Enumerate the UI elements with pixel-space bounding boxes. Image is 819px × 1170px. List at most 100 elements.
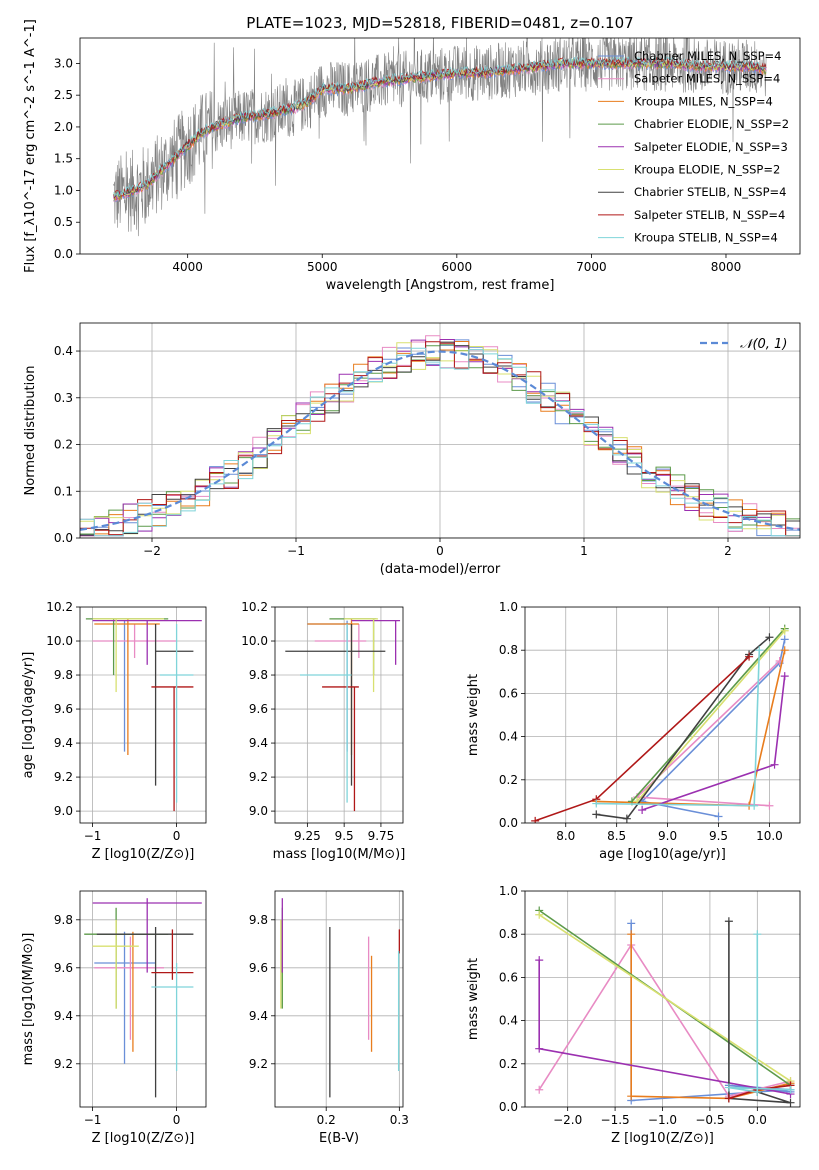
- errorbar-point: [344, 618, 378, 693]
- y-tick-label: 0.6: [499, 686, 518, 700]
- x-tick-label: 0: [173, 829, 181, 843]
- x-tick-label: −0.5: [695, 1113, 724, 1127]
- errorbar-point: [151, 963, 194, 1071]
- weight-marker: [755, 646, 764, 655]
- x-axis-label: mass [log10(M/M⊙)]: [273, 847, 406, 862]
- y-tick-label: 0.8: [499, 643, 518, 657]
- y-axis-label: Normed distribution: [23, 366, 38, 496]
- y-tick-label: 2.0: [54, 120, 73, 134]
- errorbar-point: [94, 618, 160, 755]
- x-tick-label: 4000: [172, 260, 203, 274]
- weight-marker: [780, 626, 789, 635]
- y-tick-label: 0.0: [54, 247, 73, 261]
- x-tick-label: −1: [84, 1113, 102, 1127]
- errorbar-point: [285, 624, 386, 786]
- weight-series: [728, 934, 791, 1093]
- residuals-panel: −2 −1 0 1 2 0.0 0.1 0.2 0.3 0.4 (data-model)/error…: [23, 322, 801, 577]
- weight-marker: [535, 1044, 544, 1053]
- errorbar-point: [92, 619, 202, 665]
- x-tick-label: 8000: [711, 260, 742, 274]
- y-tick-label: 0.5: [54, 215, 73, 229]
- y-tick-label: 3.0: [54, 56, 73, 70]
- y-tick-label: 9.8: [54, 913, 73, 927]
- x-axis-label: Z [log10(Z/Z⊙)]: [611, 1131, 714, 1146]
- x-tick-label: 8.0: [556, 829, 575, 843]
- x-axis-label: Z [log10(Z/Z⊙)]: [92, 847, 195, 862]
- legend-entry: Kroupa MILES, N_SSP=4: [634, 94, 773, 108]
- legend-entry: 𝒩(0, 1): [740, 337, 787, 352]
- residual-histogram: [80, 341, 800, 537]
- weight-marker: [592, 810, 601, 819]
- y-tick-label: 0.0: [499, 1100, 518, 1114]
- age_vs_Z-plot-area: [80, 607, 206, 823]
- weight_vs_Z-frame: [524, 890, 801, 1108]
- x-axis-label: wavelength [Angstrom, rest frame]: [326, 278, 555, 293]
- errorbar-point: [314, 624, 367, 659]
- errorbar-point: [300, 624, 352, 803]
- weight-marker: [724, 1083, 733, 1092]
- y-tick-label: 10.0: [241, 634, 268, 648]
- y-tick-label: 9.2: [249, 770, 268, 784]
- x-tick-label: 7000: [576, 260, 607, 274]
- weight-marker: [724, 1094, 733, 1103]
- y-tick-label: 9.0: [54, 804, 73, 818]
- weight-series: [630, 934, 791, 1100]
- weight-marker: [780, 672, 789, 681]
- x-tick-label: 9.0: [658, 829, 677, 843]
- residuals-plot-area: [80, 323, 800, 538]
- legend-entry: Salpeter ELODIE, N_SSP=3: [634, 140, 788, 154]
- residuals-frame: [79, 322, 801, 539]
- mass_vs_Z-frame: [79, 890, 207, 1108]
- y-tick-label: 9.4: [54, 1009, 73, 1023]
- weight-marker: [627, 930, 636, 939]
- y-tick-label: 9.2: [54, 770, 73, 784]
- weight-marker: [750, 801, 759, 810]
- y-tick-label: 0.4: [499, 730, 518, 744]
- x-tick-label: 9.25: [294, 829, 321, 843]
- x-tick-label: 0: [173, 1113, 181, 1127]
- x-tick-label: −2.0: [553, 1113, 582, 1127]
- weight_vs_age-plot-area: [525, 607, 800, 823]
- weight-marker: [535, 910, 544, 919]
- x-tick-label: 9.75: [368, 829, 395, 843]
- weight-marker: [780, 635, 789, 644]
- y-tick-label: 0.2: [499, 773, 518, 787]
- y-tick-label: 9.0: [249, 804, 268, 818]
- errorbar-point: [151, 929, 194, 980]
- weight-marker: [535, 1085, 544, 1094]
- errorbar-point: [94, 931, 156, 1064]
- y-tick-label: 10.2: [241, 600, 268, 614]
- weight-marker: [745, 652, 754, 661]
- observed-spectrum: [113, 38, 767, 237]
- y-tick-label: 1.0: [499, 884, 518, 898]
- weight-series: [596, 636, 770, 820]
- errorbar-point: [307, 620, 352, 752]
- age_vs_mass-frame: [274, 606, 404, 824]
- y-tick-label: 0.6: [499, 970, 518, 984]
- errorbar-point: [351, 619, 401, 665]
- x-tick-label: 0.0: [748, 1113, 767, 1127]
- x-tick-label: −1.0: [648, 1113, 677, 1127]
- y-tick-label: 1.0: [54, 183, 73, 197]
- y-tick-label: 2.5: [54, 88, 73, 102]
- weight_vs_Z-panel: −2.0 −1.5 −1.0 −0.5 0.0 0.0 0.2 0.4 0.6 0.8 1.0 Z […: [466, 884, 801, 1146]
- mass_vs_ebv-frame: [274, 890, 404, 1108]
- y-tick-label: 9.6: [54, 961, 73, 975]
- y-axis-label: mass [log10(M/M⊙)]: [21, 933, 36, 1066]
- legend-entry: Kroupa ELODIE, N_SSP=2: [634, 163, 780, 177]
- x-axis-label: Z [log10(Z/Z⊙)]: [92, 1131, 195, 1146]
- weight-marker: [753, 1087, 762, 1096]
- age_vs_mass-panel: 9.25 9.5 9.75 9.0 9.2 9.4 9.6 9.8 10.0 10.2 mass […: [241, 600, 405, 862]
- x-tick-label: −1: [287, 544, 305, 558]
- mass_vs_Z-panel: −1 0 9.2 9.4 9.6 9.8 Z [log10(Z/Z⊙)] mass [log1…: [21, 890, 207, 1146]
- y-tick-label: 0.0: [499, 816, 518, 830]
- weight-series: [728, 921, 791, 1104]
- x-tick-label: 6000: [442, 260, 473, 274]
- errorbar-point: [329, 618, 377, 676]
- errorbar-point: [92, 618, 164, 693]
- y-tick-label: 9.4: [249, 1009, 268, 1023]
- weight-marker: [753, 930, 762, 939]
- y-tick-label: 10.0: [46, 634, 73, 648]
- legend-entry: Chabrier ELODIE, N_SSP=2: [634, 117, 789, 131]
